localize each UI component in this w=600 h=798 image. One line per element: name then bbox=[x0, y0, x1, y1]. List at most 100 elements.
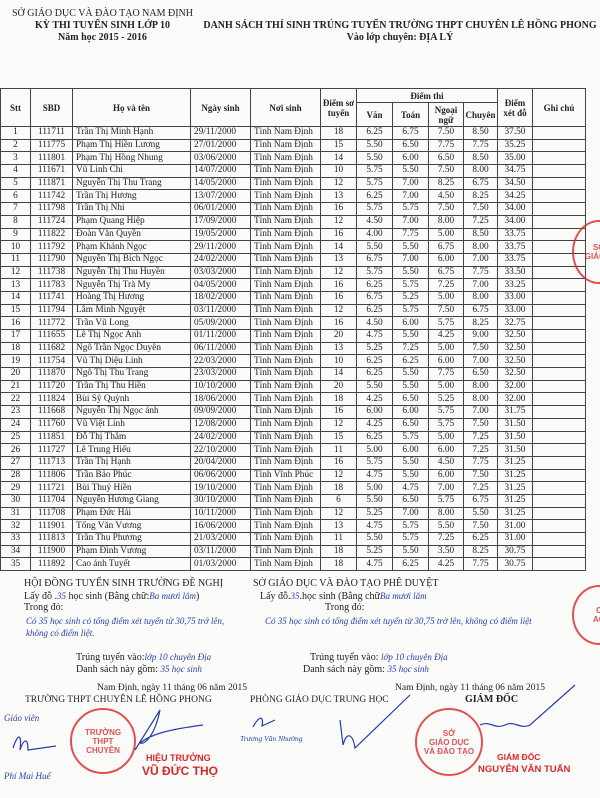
cell-note bbox=[532, 164, 586, 178]
cell-pob: Tỉnh Nam Định bbox=[250, 519, 321, 533]
cell-pob: Tỉnh Nam Định bbox=[250, 303, 321, 318]
cell-dob: 21/03/2000 bbox=[190, 532, 251, 546]
cell-note bbox=[532, 316, 586, 330]
handwritten-value: lớp 10 chuyên Địa bbox=[381, 652, 448, 662]
cell-dob: 13/07/2000 bbox=[190, 189, 251, 204]
label: Lấy đỗ bbox=[24, 591, 53, 602]
cell-dob: 20/04/2000 bbox=[190, 455, 251, 470]
cell-pob: Tỉnh Nam Định bbox=[250, 126, 321, 140]
cell-stt: 7 bbox=[0, 202, 31, 216]
handwritten-words: Ba mươi lăm bbox=[149, 591, 196, 601]
cell-note bbox=[532, 544, 586, 559]
cell-pob: Tỉnh Nam Định bbox=[250, 189, 321, 204]
table-row: 33 111813 Trần Thu Phương 21/03/2000 Tỉnh Na… bbox=[0, 532, 586, 546]
cell-stt: 19 bbox=[0, 354, 31, 369]
cell-dob: 29/11/2000 bbox=[190, 240, 251, 254]
cell-toan: 6.50 bbox=[392, 138, 429, 153]
cell-total: 34.25 bbox=[497, 189, 533, 204]
cell-note bbox=[532, 455, 586, 470]
cell-stt: 20 bbox=[0, 367, 31, 381]
cell-sbd: 111720 bbox=[30, 379, 73, 394]
cell-note bbox=[532, 468, 586, 483]
cell-note bbox=[532, 519, 586, 533]
cell-note bbox=[532, 532, 586, 546]
cell-van: 4.25 bbox=[356, 392, 393, 407]
cell-total: 30.75 bbox=[497, 544, 533, 559]
cell-prelim: 18 bbox=[320, 126, 357, 140]
cell-toan: 5.50 bbox=[392, 468, 429, 483]
cell-sbd: 111790 bbox=[30, 252, 73, 267]
cell-prelim: 12 bbox=[320, 468, 357, 483]
cell-total: 32.50 bbox=[497, 341, 533, 356]
cell-ngoaingu: 7.50 bbox=[428, 202, 464, 216]
cell-dob: 03/03/2000 bbox=[190, 265, 251, 280]
cell-prelim: 12 bbox=[320, 176, 357, 191]
table-row: 14 111741 Hoàng Thị Hương 18/02/2000 Tỉnh Na… bbox=[0, 290, 586, 305]
cell-sbd: 111870 bbox=[30, 367, 73, 381]
cell-name: Phạm Đình Vương bbox=[72, 544, 191, 559]
cell-chuyen: 7.25 bbox=[463, 214, 498, 229]
cell-van: 6.25 bbox=[356, 189, 393, 204]
cell-pob: Tỉnh Nam Định bbox=[250, 214, 321, 229]
dept-signer: Trương Văn Nhường bbox=[240, 734, 303, 743]
cell-toan: 6.50 bbox=[392, 392, 429, 407]
cell-prelim: 12 bbox=[320, 417, 357, 432]
handwritten-value: lớp 10 chuyên Địa bbox=[144, 652, 212, 662]
table-row: 11 111790 Nguyễn Thị Bích Ngọc 24/02/2000 Tỉ… bbox=[0, 252, 586, 267]
cell-stt: 33 bbox=[0, 532, 31, 546]
cell-van: 6.25 bbox=[356, 367, 393, 381]
cell-toan: 6.75 bbox=[392, 126, 429, 140]
cell-prelim: 12 bbox=[320, 506, 357, 521]
cell-total: 33.00 bbox=[497, 290, 533, 305]
cell-dob: 06/11/2000 bbox=[190, 341, 251, 356]
admission-table: Stt SBD Họ và tên Ngày sinh Nơi sinh Điể… bbox=[0, 88, 586, 572]
cell-name: Lê Trung Hiếu bbox=[72, 443, 191, 457]
cell-toan: 5.75 bbox=[392, 519, 429, 533]
cell-toan: 5.50 bbox=[392, 544, 429, 559]
cell-name: Bùi Sỹ Quỳnh bbox=[72, 392, 191, 407]
cell-name: Phạm Thị Hồng Nhung bbox=[72, 151, 191, 166]
cell-name: Nguyễn Thị Bích Ngọc bbox=[72, 252, 191, 267]
cell-total: 34.50 bbox=[497, 176, 533, 191]
cell-chuyen: 8.25 bbox=[463, 316, 498, 330]
cell-sbd: 111822 bbox=[30, 227, 73, 242]
table-row: 10 111792 Phạm Khánh Ngọc 29/11/2000 Tỉnh Na… bbox=[0, 240, 586, 254]
cell-note bbox=[532, 176, 586, 191]
cell-toan: 5.75 bbox=[392, 303, 429, 318]
handwritten-count: 35 bbox=[57, 591, 67, 601]
cell-van: 5.25 bbox=[356, 544, 393, 559]
cell-name: Ngô Trần Ngọc Duyên bbox=[72, 341, 191, 356]
cell-chuyen: 5.50 bbox=[463, 506, 498, 521]
cell-ngoaingu: 4.50 bbox=[428, 455, 464, 470]
cell-stt: 5 bbox=[0, 176, 31, 191]
cell-prelim: 16 bbox=[320, 227, 357, 242]
table-row: 16 111772 Trần Vũ Long 05/09/2000 Tỉnh Nam Đ… bbox=[0, 316, 586, 330]
cell-toan: 6.00 bbox=[392, 151, 429, 166]
cell-ngoaingu: 8.00 bbox=[428, 214, 464, 229]
cell-toan: 7.00 bbox=[392, 252, 429, 267]
cell-name: Nguyễn Thị Thu Trang bbox=[72, 176, 191, 191]
col-name: Họ và tên bbox=[72, 88, 191, 127]
cell-prelim: 10 bbox=[320, 354, 357, 369]
cell-van: 5.50 bbox=[356, 151, 393, 166]
table-row: 28 111806 Trần Bảo Phúc 06/06/2000 Tỉnh Vĩnh… bbox=[0, 468, 586, 483]
director-heading: GIÁM ĐỐC bbox=[465, 694, 519, 705]
cell-pob: Tỉnh Nam Định bbox=[250, 417, 321, 432]
cell-total: 33.25 bbox=[497, 278, 533, 292]
table-row: 4 111671 Vũ Linh Chi 14/07/2000 Tỉnh Nam Địn… bbox=[0, 164, 586, 178]
table-row: 23 111668 Nguyễn Thị Ngọc ánh 09/09/2000 Tỉn… bbox=[0, 405, 586, 419]
document-subtitle: Vào lớp chuyên: ĐỊA LÝ bbox=[346, 32, 454, 43]
cell-pob: Tỉnh Nam Định bbox=[250, 532, 321, 546]
cell-total: 32.50 bbox=[497, 329, 533, 343]
cell-dob: 10/10/2000 bbox=[190, 379, 251, 394]
cell-toan: 5.50 bbox=[392, 240, 429, 254]
cell-dob: 03/06/2000 bbox=[190, 151, 251, 166]
cell-stt: 27 bbox=[0, 455, 31, 470]
cell-sbd: 111711 bbox=[30, 126, 73, 140]
cell-sbd: 111798 bbox=[30, 202, 73, 216]
cell-toan: 6.00 bbox=[392, 405, 429, 419]
cell-name: Lê Thị Ngọc Anh bbox=[72, 329, 191, 343]
label: Trúng tuyển vào: bbox=[310, 652, 379, 663]
cell-sbd: 111901 bbox=[30, 519, 73, 533]
cell-name: Trần Thị Minh Hạnh bbox=[72, 126, 191, 140]
